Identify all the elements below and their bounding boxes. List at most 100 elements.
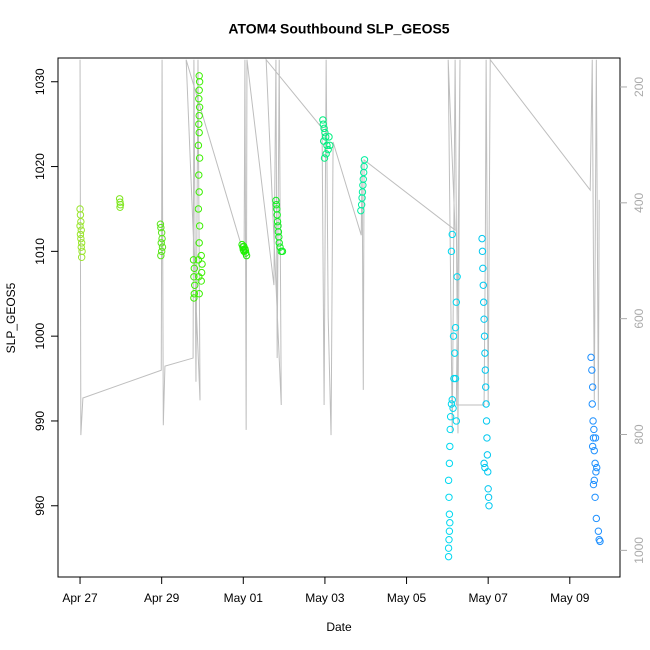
- point: [590, 446, 598, 455]
- point: [446, 442, 454, 451]
- x-tick-label: Apr 27: [62, 591, 98, 605]
- point: [272, 196, 280, 205]
- point: [444, 544, 453, 552]
- y-tick-label: 1000: [33, 322, 47, 349]
- point: [445, 535, 453, 544]
- point: [594, 527, 603, 535]
- point: [195, 95, 203, 103]
- point: [326, 141, 334, 150]
- point: [485, 502, 493, 510]
- point: [482, 400, 490, 408]
- point: [322, 150, 330, 158]
- x-tick-label: May 05: [387, 591, 427, 605]
- point: [324, 145, 332, 154]
- point: [190, 290, 199, 298]
- point: [452, 417, 461, 425]
- point: [195, 290, 203, 298]
- point: [588, 383, 597, 391]
- point: [592, 468, 600, 476]
- point: [589, 434, 598, 442]
- point: [479, 264, 487, 273]
- point: [276, 243, 284, 251]
- point: [278, 247, 287, 256]
- point: [194, 141, 203, 150]
- y-tick-label: 1020: [33, 153, 47, 180]
- point: [195, 78, 204, 86]
- point: [197, 277, 205, 285]
- point: [481, 463, 489, 472]
- point: [591, 493, 599, 501]
- point: [482, 383, 490, 391]
- point: [191, 281, 199, 289]
- point: [77, 253, 86, 261]
- point: [157, 239, 165, 247]
- point: [195, 222, 204, 230]
- point: [596, 537, 604, 546]
- y-tick-label: 990: [33, 411, 47, 431]
- point: [77, 239, 86, 247]
- y-tick-label: 1010: [33, 238, 47, 265]
- y-tick-label: 980: [33, 495, 47, 515]
- point: [190, 264, 199, 273]
- point: [481, 366, 490, 374]
- point: [448, 230, 456, 239]
- point: [198, 260, 206, 268]
- y2-tick-label: 600: [632, 308, 646, 328]
- point: [593, 463, 601, 472]
- point: [451, 349, 459, 357]
- point: [157, 251, 165, 260]
- point: [195, 103, 204, 111]
- point: [449, 332, 458, 340]
- point: [76, 222, 84, 230]
- point: [445, 493, 453, 501]
- point: [157, 247, 166, 256]
- point: [483, 451, 492, 459]
- point: [195, 111, 203, 120]
- y-tick-label: 1030: [33, 68, 47, 95]
- point: [274, 228, 283, 236]
- point: [360, 156, 369, 164]
- point: [357, 206, 365, 215]
- point: [447, 400, 456, 408]
- point: [445, 510, 454, 518]
- point: [76, 230, 85, 239]
- point: [588, 400, 596, 408]
- point: [359, 181, 367, 189]
- point: [116, 201, 125, 209]
- x-axis-label: Date: [326, 620, 352, 634]
- point: [445, 459, 454, 468]
- point: [451, 323, 460, 332]
- point: [478, 234, 486, 243]
- point: [116, 203, 124, 211]
- point: [481, 349, 489, 357]
- x-tick-label: May 01: [224, 591, 264, 605]
- point: [446, 519, 454, 527]
- point: [189, 256, 198, 264]
- point: [77, 217, 85, 226]
- point: [483, 434, 491, 442]
- point: [323, 141, 331, 150]
- point: [479, 281, 487, 289]
- point: [451, 374, 460, 383]
- point: [272, 201, 281, 209]
- point: [241, 246, 250, 255]
- point: [588, 366, 596, 374]
- point: [319, 120, 327, 128]
- point: [444, 552, 453, 561]
- point: [589, 417, 597, 425]
- point: [320, 124, 328, 133]
- point: [195, 188, 203, 196]
- point: [588, 442, 597, 451]
- y2-tick-label: 400: [632, 192, 646, 212]
- point: [158, 234, 166, 243]
- point: [325, 133, 333, 141]
- point: [478, 247, 487, 256]
- point: [479, 298, 488, 306]
- point: [77, 234, 85, 243]
- point: [484, 493, 493, 501]
- point: [319, 116, 327, 124]
- point: [195, 72, 203, 80]
- point: [275, 239, 283, 247]
- point: [194, 205, 203, 213]
- point: [592, 514, 601, 523]
